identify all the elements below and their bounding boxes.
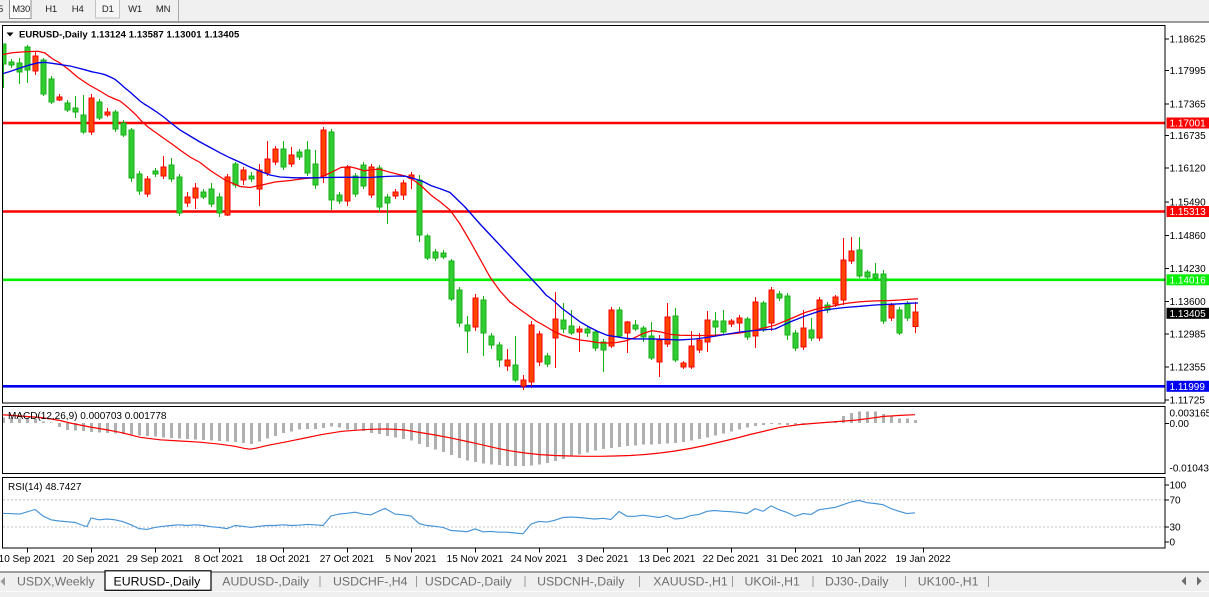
- svg-text:DJ30-,Daily: DJ30-,Daily: [825, 575, 889, 589]
- svg-text:18 Oct 2021: 18 Oct 2021: [256, 554, 311, 565]
- svg-text:1.13124 1.13587 1.13001 1.1340: 1.13124 1.13587 1.13001 1.13405: [91, 30, 240, 41]
- svg-text:1.11999: 1.11999: [1170, 382, 1206, 393]
- svg-text:70: 70: [1170, 495, 1182, 506]
- svg-text:-0.010431: -0.010431: [1170, 464, 1209, 475]
- svg-text:D1: D1: [102, 4, 114, 15]
- svg-text:1.14230: 1.14230: [1170, 264, 1207, 275]
- svg-text:1.17995: 1.17995: [1170, 66, 1207, 77]
- svg-text:1.13405: 1.13405: [1170, 309, 1207, 320]
- svg-text:13 Dec 2021: 13 Dec 2021: [639, 554, 696, 565]
- svg-text:USDCHF-,H4: USDCHF-,H4: [333, 575, 408, 589]
- svg-text:19 Jan 2022: 19 Jan 2022: [895, 554, 950, 565]
- svg-text:MACD(12,26,9) 0.000703 0.00177: MACD(12,26,9) 0.000703 0.001778: [8, 411, 167, 422]
- svg-text:1.13600: 1.13600: [1170, 297, 1207, 308]
- svg-text:1.16120: 1.16120: [1170, 164, 1207, 175]
- svg-text:1.15490: 1.15490: [1170, 198, 1207, 209]
- svg-text:H1: H1: [45, 4, 57, 15]
- svg-text:20 Sep 2021: 20 Sep 2021: [63, 554, 120, 565]
- svg-text:10 Sep 2021: 10 Sep 2021: [0, 554, 56, 565]
- svg-text:24 Nov 2021: 24 Nov 2021: [511, 554, 568, 565]
- svg-text:0.003165: 0.003165: [1170, 409, 1209, 420]
- svg-text:0: 0: [1170, 537, 1176, 548]
- svg-text:100: 100: [1170, 480, 1187, 491]
- svg-text:27 Oct 2021: 27 Oct 2021: [320, 554, 375, 565]
- svg-text:1.17001: 1.17001: [1170, 119, 1207, 130]
- svg-text:USDCAD-,Daily: USDCAD-,Daily: [425, 575, 513, 589]
- svg-text:W1: W1: [128, 4, 142, 15]
- svg-text:0.00: 0.00: [1170, 419, 1190, 430]
- svg-text:3 Dec 2021: 3 Dec 2021: [577, 554, 629, 565]
- svg-text:1.18625: 1.18625: [1170, 35, 1207, 46]
- svg-text:8 Oct 2021: 8 Oct 2021: [195, 554, 244, 565]
- svg-text:MN: MN: [156, 4, 171, 15]
- svg-text:1.17365: 1.17365: [1170, 100, 1207, 111]
- svg-text:AUDUSD-,Daily: AUDUSD-,Daily: [222, 575, 310, 589]
- svg-text:M30: M30: [12, 4, 30, 15]
- svg-text:1.11725: 1.11725: [1170, 396, 1206, 407]
- svg-text:H4: H4: [72, 4, 84, 15]
- svg-text:EURUSD-,Daily: EURUSD-,Daily: [114, 575, 202, 589]
- svg-text:15 Nov 2021: 15 Nov 2021: [447, 554, 504, 565]
- svg-text:UKOil-,H1: UKOil-,H1: [745, 575, 801, 589]
- svg-text:30: 30: [1170, 522, 1182, 533]
- svg-text:1.14016: 1.14016: [1170, 275, 1207, 286]
- svg-text:5 Nov 2021: 5 Nov 2021: [385, 554, 437, 565]
- svg-text:1.16735: 1.16735: [1170, 131, 1207, 142]
- svg-text:22 Dec 2021: 22 Dec 2021: [703, 554, 760, 565]
- svg-text:USDX,Weekly: USDX,Weekly: [17, 575, 96, 589]
- svg-text:UK100-,H1: UK100-,H1: [918, 575, 979, 589]
- svg-text:1.14860: 1.14860: [1170, 231, 1207, 242]
- svg-text:USDCNH-,Daily: USDCNH-,Daily: [537, 575, 625, 589]
- svg-text:5: 5: [0, 4, 3, 15]
- svg-text:31 Dec 2021: 31 Dec 2021: [767, 554, 824, 565]
- svg-text:10 Jan 2022: 10 Jan 2022: [831, 554, 886, 565]
- svg-text:29 Sep 2021: 29 Sep 2021: [127, 554, 184, 565]
- svg-text:RSI(14) 48.7427: RSI(14) 48.7427: [8, 482, 82, 493]
- svg-text:1.15313: 1.15313: [1170, 207, 1207, 218]
- svg-text:1.12355: 1.12355: [1170, 363, 1207, 374]
- svg-text:XAUUSD-,H1: XAUUSD-,H1: [653, 575, 728, 589]
- svg-text:EURUSD-,Daily: EURUSD-,Daily: [19, 30, 88, 41]
- svg-text:1.12985: 1.12985: [1170, 330, 1207, 341]
